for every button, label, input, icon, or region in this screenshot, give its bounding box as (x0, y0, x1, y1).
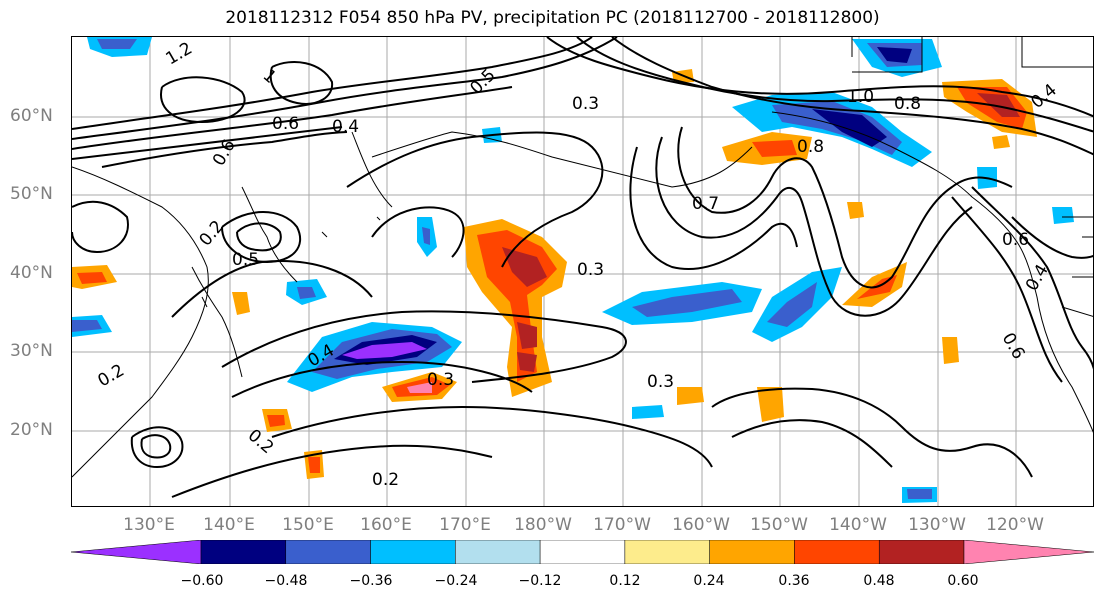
colorbar-tick: −0.36 (349, 573, 393, 589)
contour-label: 1 (259, 66, 280, 88)
contour-label: 0.6 (1002, 230, 1029, 250)
contour-label: 0.3 (427, 370, 454, 390)
lon-label-170w: 170°W (593, 515, 651, 535)
precip-shading (72, 37, 1074, 503)
lon-label-180w: 180°W (514, 515, 572, 535)
contour-label: 0.2 (95, 360, 128, 391)
lon-label-120w: 120°W (986, 515, 1044, 535)
contour-label: 0.6 (998, 330, 1029, 363)
colorbar-tick: −0.48 (264, 573, 308, 589)
colorbar-segment (878, 540, 965, 564)
colorbar-tick: 0.60 (947, 573, 979, 589)
colorbar-segment (455, 540, 541, 564)
lon-label-150w: 150°W (750, 515, 808, 535)
contour-label: 1.2 (163, 38, 196, 69)
lon-label-160w: 160°W (672, 515, 730, 535)
colorbar-segment (624, 540, 710, 564)
contour-label: 0.6 (209, 136, 240, 169)
map-svg: 1.2 1 0.5 0.4 0.3 0.8 0.6 0.7 0.2 0.6 1.… (72, 37, 1093, 506)
contour-label: 0.4 (332, 117, 359, 137)
colorbar-tick: 0.24 (693, 573, 725, 589)
contour-label: 0.3 (647, 372, 674, 392)
colorbar-segment (963, 540, 1094, 564)
contour-label: 0.8 (797, 137, 824, 157)
lat-label-40n: 40°N (10, 263, 53, 283)
map-title: 2018112312 F054 850 hPa PV, precipitatio… (225, 8, 880, 28)
colorbar-segment (200, 540, 287, 564)
colorbar-segments (71, 540, 1094, 564)
colorbar-segment (794, 540, 880, 564)
contour-label: 0.3 (572, 94, 599, 114)
contour-label: 0.2 (196, 217, 229, 251)
colorbar-segment (71, 540, 202, 564)
gridlines (72, 37, 1093, 506)
contour-label: 0.4 (1022, 261, 1053, 294)
contour-label: 0.5 (232, 250, 259, 270)
contour-labels: 1.2 1 0.5 0.4 0.3 0.8 0.6 0.7 0.2 0.6 1.… (95, 38, 1061, 490)
contour-label: 0.7 (692, 194, 719, 214)
colorbar-tick: −0.24 (434, 573, 478, 589)
lon-label-130e: 130°E (123, 515, 175, 535)
lon-label-150e: 150°E (282, 515, 334, 535)
colorbar-tick: 0.48 (863, 573, 895, 589)
lon-label-140e: 140°E (203, 515, 255, 535)
colorbar-tick: 0.36 (778, 573, 810, 589)
contour-label: 0.6 (272, 114, 299, 134)
lat-label-30n: 30°N (10, 341, 53, 361)
lat-label-20n: 20°N (10, 420, 53, 440)
contour-label: 0.2 (372, 470, 399, 490)
colorbar-tick: 0.12 (609, 573, 641, 589)
lon-label-170e: 170°E (439, 515, 491, 535)
map-plot-area[interactable]: 1.2 1 0.5 0.4 0.3 0.8 0.6 0.7 0.2 0.6 1.… (71, 36, 1094, 507)
lon-label-140w: 140°W (829, 515, 887, 535)
colorbar-segment (370, 540, 456, 564)
colorbar-tick: −0.60 (180, 573, 224, 589)
contour-label: 1.0 (847, 87, 874, 107)
colorbar-segment (539, 540, 626, 564)
colorbar-segment (709, 540, 795, 564)
lon-label-160e: 160°E (360, 515, 412, 535)
colorbar-tick: −0.12 (518, 573, 562, 589)
shade-pos-135w (842, 262, 907, 307)
colorbar (71, 540, 1094, 564)
coastlines (72, 37, 1093, 478)
lat-label-60n: 60°N (10, 106, 53, 126)
contour-label: 0.8 (894, 94, 921, 114)
colorbar-segment (285, 540, 371, 564)
lon-label-130w: 130°W (908, 515, 966, 535)
contour-label: 0.3 (577, 260, 604, 280)
pv-contours (72, 37, 1093, 498)
lat-label-50n: 50°N (10, 184, 53, 204)
